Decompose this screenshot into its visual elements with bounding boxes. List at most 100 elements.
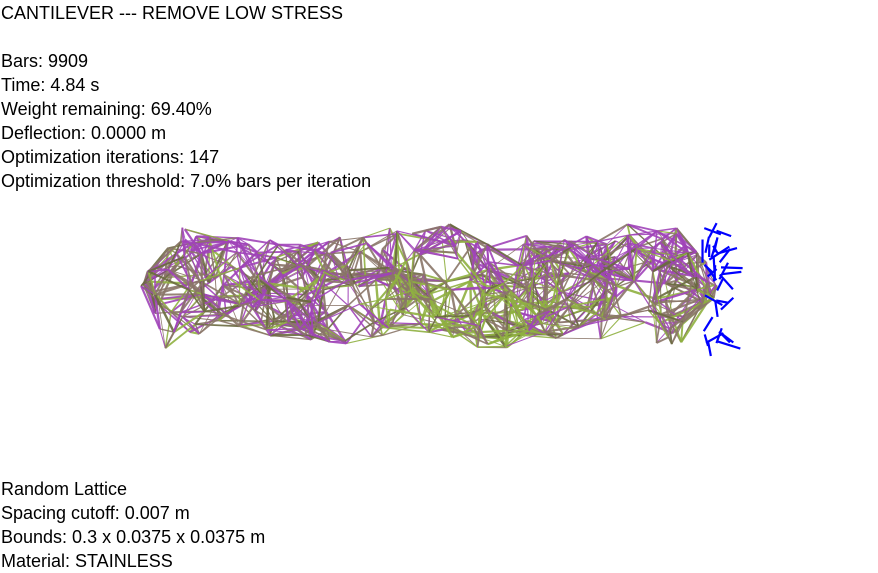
lattice-bar (566, 298, 606, 320)
support-arrow (704, 236, 711, 253)
lattice-bar (396, 230, 401, 276)
lattice-bar (170, 311, 191, 333)
lattice-bar (179, 289, 191, 313)
lattice-bar (669, 252, 688, 262)
support-arrow (715, 299, 729, 304)
lattice-bar (667, 328, 671, 338)
lattice-bar (682, 297, 715, 323)
lattice-bar (429, 301, 473, 326)
support-arrow (718, 273, 734, 290)
lattice-bar (239, 325, 271, 337)
lattice-bar (485, 290, 510, 295)
lattice-bar (146, 255, 185, 273)
lattice-bar (557, 275, 568, 300)
lattice-bar (487, 261, 492, 289)
lattice-bar (359, 298, 386, 305)
lattice-bar (486, 243, 524, 267)
spacer-line (1, 25, 371, 49)
lattice-bar (371, 334, 383, 338)
lattice-bar (647, 309, 660, 324)
lattice-bar (411, 225, 442, 235)
lattice-bar (204, 304, 240, 313)
lattice-bar (184, 238, 202, 255)
lattice-bar (440, 225, 462, 233)
lattice-bar (285, 297, 310, 319)
lattice-bar (502, 265, 524, 285)
lattice-bar (374, 279, 382, 327)
lattice-bar (522, 259, 551, 267)
lattice-bar (347, 304, 373, 338)
lattice-bar (569, 271, 602, 307)
lattice-bar (414, 295, 444, 331)
lattice-bar (153, 294, 175, 333)
elapsed-time: Time: 4.84 s (1, 75, 100, 95)
lattice-bar (329, 252, 349, 281)
lattice-bar (266, 329, 305, 336)
lattice-bar (534, 244, 575, 262)
lattice-bar (410, 290, 430, 333)
lattice-bar (550, 259, 594, 266)
lattice-bar (394, 254, 421, 268)
lattice-bar (651, 232, 678, 272)
support-arrow (716, 229, 732, 238)
lattice-bar (193, 237, 238, 244)
lattice-bar (299, 322, 318, 330)
lattice-bar (626, 235, 654, 272)
lattice-bar (347, 279, 377, 307)
lattice-bar (456, 230, 462, 253)
lattice-bar (140, 285, 161, 330)
lattice-bar (183, 256, 193, 284)
lattice-bar (238, 267, 241, 306)
lattice-bar (455, 252, 487, 288)
lattice-bar (384, 298, 390, 329)
lattice-bar (225, 313, 241, 328)
lattice-bar (533, 240, 570, 251)
lattice-bar (158, 304, 166, 349)
blue-support-arrows-icon (701, 222, 743, 357)
lattice-bar (275, 256, 298, 266)
lattice-bar (647, 271, 654, 311)
lattice-bar (259, 299, 289, 323)
lattice-bar (239, 243, 280, 269)
support-arrow (714, 301, 719, 318)
lattice-bar (164, 331, 175, 349)
lattice-bar (180, 310, 205, 314)
lattice-bar (605, 309, 649, 320)
lattice-bar (545, 298, 568, 335)
lattice-bar (407, 254, 421, 282)
lattice-bar (599, 264, 618, 287)
lattice-bar (600, 321, 646, 340)
optimization-iterations: Optimization iterations: 147 (1, 147, 220, 167)
lattice-bar (449, 237, 459, 259)
lattice-bar (410, 290, 436, 318)
lattice-bar (173, 310, 206, 333)
lattice-bar (481, 302, 508, 332)
lattice-bar (227, 240, 259, 276)
lattice-bar (239, 303, 268, 331)
lattice-bar (394, 230, 398, 273)
lattice-bar (585, 235, 608, 246)
lattice-bar (569, 278, 608, 307)
lattice-bar (275, 241, 319, 259)
lattice-bar (454, 280, 472, 317)
lattice-bar (317, 322, 346, 342)
lattice-bar (239, 242, 242, 268)
lattice-bar (384, 267, 396, 300)
lattice-bar (505, 292, 551, 312)
lattice-bar (362, 227, 390, 238)
lattice-bar (415, 248, 459, 260)
lattice-bar (602, 279, 635, 319)
lattice-bar (477, 345, 506, 348)
lattice-bar (347, 271, 396, 282)
lattice-bar (656, 230, 676, 256)
lattice-bar (159, 328, 175, 333)
lattice-bar (477, 294, 487, 326)
lattice-bar (484, 282, 504, 296)
lattice-bar (692, 276, 701, 300)
lattice-bar (345, 242, 368, 267)
lattice-bar (425, 229, 457, 247)
lattice-bar (652, 259, 671, 273)
lattice-bar (235, 252, 241, 268)
lattice-bar (255, 310, 275, 322)
